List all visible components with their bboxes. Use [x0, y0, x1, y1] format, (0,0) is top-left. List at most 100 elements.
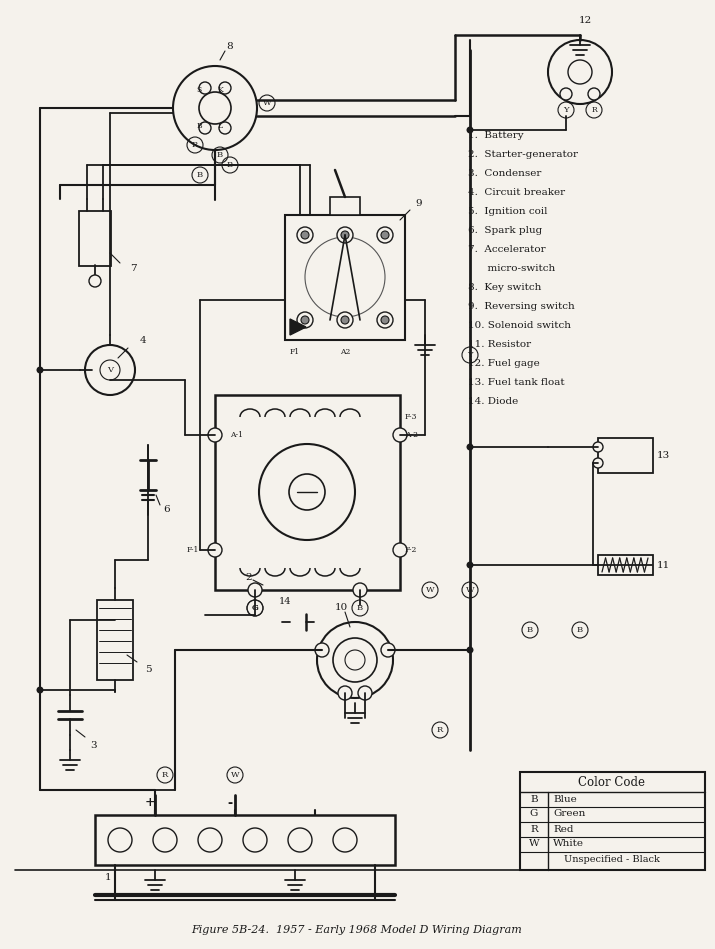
Text: G: G: [530, 809, 538, 818]
Text: 2: 2: [245, 573, 252, 583]
Bar: [285, 215, 405, 340]
Circle shape: [466, 562, 473, 568]
Circle shape: [289, 474, 325, 510]
Bar: [95, 815, 395, 865]
Text: 9.  Reversing switch: 9. Reversing switch: [468, 302, 575, 310]
Text: A2: A2: [340, 348, 350, 356]
Bar: [520, 772, 705, 870]
Text: 11: 11: [657, 561, 670, 569]
Text: 5: 5: [145, 665, 152, 675]
Text: micro-switch: micro-switch: [468, 264, 556, 272]
Bar: [330, 197, 360, 215]
Text: 6.  Spark plug: 6. Spark plug: [468, 226, 542, 234]
Text: 8.  Key switch: 8. Key switch: [468, 283, 541, 291]
Circle shape: [89, 275, 101, 287]
Text: 5.  Ignition coil: 5. Ignition coil: [468, 207, 548, 215]
Text: F-2: F-2: [405, 546, 418, 554]
Circle shape: [297, 227, 313, 243]
Text: 13. Fuel tank float: 13. Fuel tank float: [468, 378, 565, 386]
Text: 11. Resistor: 11. Resistor: [468, 340, 531, 348]
Circle shape: [381, 316, 389, 324]
Circle shape: [208, 543, 222, 557]
Circle shape: [36, 366, 44, 374]
Circle shape: [466, 126, 473, 134]
Text: 13: 13: [657, 451, 670, 459]
Circle shape: [198, 828, 222, 852]
Circle shape: [593, 442, 603, 452]
Text: 12: 12: [578, 15, 591, 25]
Text: B: B: [197, 171, 203, 179]
Text: W: W: [262, 99, 271, 107]
Text: Red: Red: [553, 825, 573, 833]
Bar: [598, 438, 653, 473]
Text: 7: 7: [130, 264, 137, 272]
Circle shape: [381, 643, 395, 657]
Text: 6: 6: [163, 506, 169, 514]
Text: G: G: [252, 604, 258, 612]
Circle shape: [588, 88, 600, 100]
Text: W: W: [465, 586, 474, 594]
Bar: [97, 600, 133, 680]
Text: 3: 3: [90, 740, 97, 750]
Circle shape: [248, 583, 262, 597]
Circle shape: [338, 686, 352, 700]
Text: B: B: [531, 794, 538, 804]
Text: 1.  Battery: 1. Battery: [468, 131, 523, 140]
Circle shape: [297, 312, 313, 328]
Text: 8: 8: [227, 42, 233, 50]
Circle shape: [377, 312, 393, 328]
Circle shape: [337, 312, 353, 328]
Circle shape: [219, 122, 231, 134]
Text: +: +: [144, 796, 155, 809]
Circle shape: [243, 828, 267, 852]
Text: V: V: [107, 366, 113, 374]
Circle shape: [358, 686, 372, 700]
Text: B: B: [227, 161, 233, 169]
Text: 10. Solenoid switch: 10. Solenoid switch: [468, 321, 571, 329]
Bar: [215, 395, 400, 590]
Circle shape: [301, 316, 309, 324]
Circle shape: [301, 231, 309, 239]
Text: W: W: [528, 840, 539, 848]
Circle shape: [333, 828, 357, 852]
Text: S: S: [197, 86, 202, 94]
Text: B: B: [196, 122, 202, 130]
Circle shape: [393, 428, 407, 442]
Text: R: R: [530, 825, 538, 833]
Text: A-2: A-2: [405, 431, 418, 439]
Text: B: B: [357, 604, 363, 612]
Circle shape: [199, 82, 211, 94]
Circle shape: [36, 686, 44, 694]
Circle shape: [393, 543, 407, 557]
Text: Blue: Blue: [553, 794, 577, 804]
Circle shape: [288, 828, 312, 852]
Text: 3.  Condenser: 3. Condenser: [468, 169, 541, 177]
Text: R: R: [192, 141, 198, 149]
Text: B: B: [527, 626, 533, 634]
Circle shape: [341, 231, 349, 239]
Circle shape: [560, 88, 572, 100]
Text: W: W: [231, 771, 240, 779]
Text: W: W: [425, 586, 434, 594]
Text: 4.  Circuit breaker: 4. Circuit breaker: [468, 188, 565, 196]
Circle shape: [466, 443, 473, 451]
Circle shape: [381, 231, 389, 239]
Text: K: K: [217, 86, 223, 94]
Text: 14. Diode: 14. Diode: [468, 397, 518, 405]
Circle shape: [466, 646, 473, 654]
Text: F-1: F-1: [187, 546, 199, 554]
Text: 10: 10: [335, 603, 348, 611]
Text: R: R: [437, 726, 443, 734]
Text: Color Code: Color Code: [578, 775, 646, 789]
Text: Y: Y: [563, 106, 569, 114]
Circle shape: [341, 316, 349, 324]
Text: G: G: [252, 604, 258, 612]
Text: F1: F1: [290, 348, 300, 356]
Text: 9: 9: [415, 198, 422, 208]
Text: B: B: [577, 626, 583, 634]
Text: 2.  Starter-generator: 2. Starter-generator: [468, 150, 578, 158]
Text: R: R: [591, 106, 597, 114]
Circle shape: [108, 828, 132, 852]
Circle shape: [315, 643, 329, 657]
Polygon shape: [290, 319, 306, 335]
